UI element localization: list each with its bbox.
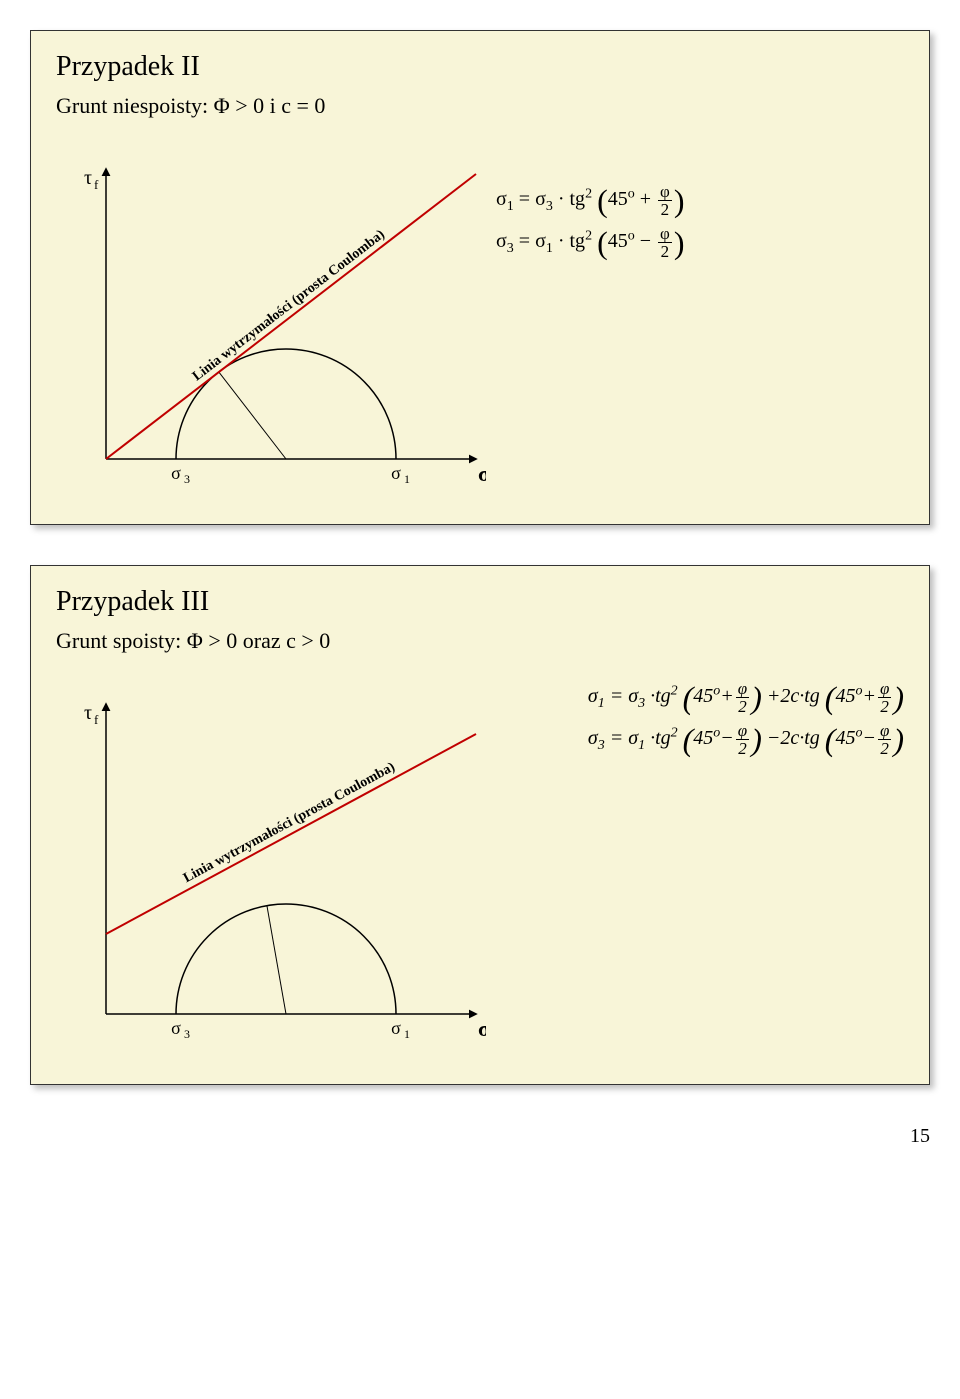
svg-text:σ: σ xyxy=(478,1016,486,1041)
svg-text:σ: σ xyxy=(478,461,486,486)
case-2-subtitle: Grunt niespoisty: Φ > 0 i c = 0 xyxy=(56,93,904,119)
case-2-panel: Przypadek II Grunt niespoisty: Φ > 0 i c… xyxy=(30,30,930,525)
case-3-formulas: σ1 = σ3 ·tg2 (45o+φ2) +2c·tg (45o+φ2) σ3… xyxy=(578,676,904,760)
svg-text:σ: σ xyxy=(391,1018,401,1038)
case-3-title: Przypadek III xyxy=(56,586,904,618)
case-2-title: Przypadek II xyxy=(56,51,904,83)
svg-text:1: 1 xyxy=(404,472,410,486)
formula-sigma1-case3: σ1 = σ3 ·tg2 (45o+φ2) +2c·tg (45o+φ2) xyxy=(588,676,904,718)
formula-sigma3-case2: σ3 = σ1 · tg2 (45o − φ2) xyxy=(496,221,904,263)
svg-text:σ: σ xyxy=(391,463,401,483)
formula-sigma3-case3: σ3 = σ1 ·tg2 (45o−φ2) −2c·tg (45o−φ2) xyxy=(588,718,904,760)
formula-sigma1-case2: σ1 = σ3 · tg2 (45o + φ2) xyxy=(496,179,904,221)
mohr-chart-case-2: Linia wytrzymałości (prosta Coulomba)σ3σ… xyxy=(56,139,486,499)
case-3-panel: Przypadek III Grunt spoisty: Φ > 0 oraz … xyxy=(30,565,930,1085)
svg-text:Linia wytrzymałości (prosta Co: Linia wytrzymałości (prosta Coulomba) xyxy=(190,227,388,384)
case-3-subtitle: Grunt spoisty: Φ > 0 oraz c > 0 xyxy=(56,628,904,654)
svg-text:3: 3 xyxy=(184,1027,190,1041)
svg-text:f: f xyxy=(94,712,99,727)
svg-text:Linia wytrzymałości (prosta Co: Linia wytrzymałości (prosta Coulomba) xyxy=(181,760,398,887)
svg-text:f: f xyxy=(94,177,99,192)
svg-text:3: 3 xyxy=(184,472,190,486)
svg-text:σ: σ xyxy=(171,463,181,483)
page-number: 15 xyxy=(30,1125,930,1148)
svg-text:1: 1 xyxy=(404,1027,410,1041)
svg-text:τ: τ xyxy=(84,167,92,189)
svg-text:τ: τ xyxy=(84,702,92,724)
svg-text:σ: σ xyxy=(171,1018,181,1038)
case-2-formulas: σ1 = σ3 · tg2 (45o + φ2) σ3 = σ1 · tg2 (… xyxy=(486,179,904,263)
mohr-chart-case-3: Linia wytrzymałości (prosta Coulomba)σ3σ… xyxy=(56,674,486,1054)
